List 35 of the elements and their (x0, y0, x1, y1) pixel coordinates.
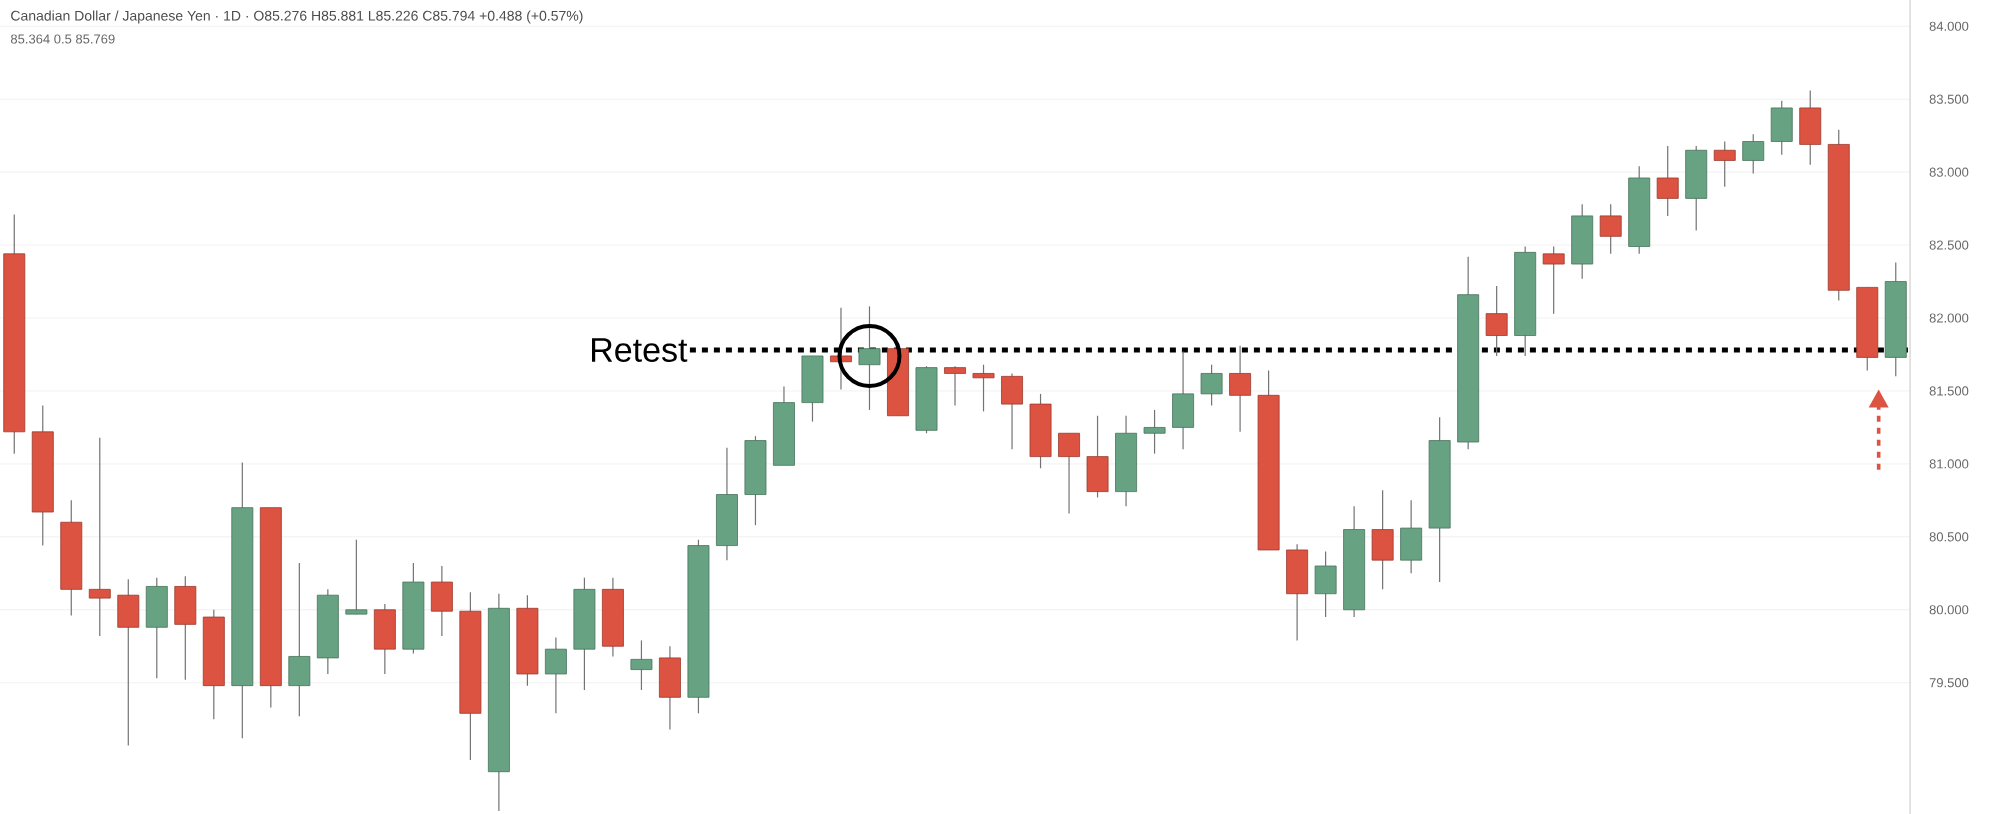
candlestick (658, 645, 681, 730)
candlestick (1229, 345, 1252, 433)
candlestick (944, 365, 966, 407)
candlestick (1400, 499, 1423, 574)
candlestick (972, 364, 995, 412)
candlestick (1086, 415, 1109, 499)
candlestick (430, 565, 453, 637)
candlestick (630, 639, 653, 691)
candlestick (1599, 203, 1622, 255)
candlestick (1001, 372, 1023, 450)
candlestick (1058, 432, 1080, 515)
candlestick (1286, 543, 1309, 642)
candlestick (145, 577, 168, 679)
candlestick (858, 305, 881, 411)
candlestick (1799, 89, 1822, 166)
candlestick (117, 578, 140, 747)
candlestick (1314, 550, 1337, 618)
candlestick (1371, 489, 1394, 590)
ref-line-label: Retest (592, 338, 688, 362)
candlestick (544, 636, 567, 714)
candlestick (1770, 100, 1793, 156)
candlestick (1713, 140, 1736, 188)
candlestick (1172, 350, 1195, 450)
candlestick (1656, 145, 1679, 217)
candlestick (1742, 133, 1765, 175)
candlestick (288, 562, 311, 717)
candlestick (1143, 409, 1166, 455)
candlestick (801, 355, 824, 423)
candlestick (345, 539, 368, 615)
candlestick (373, 603, 396, 675)
candlestick (1200, 364, 1223, 407)
candlestick (1485, 285, 1508, 357)
candlestick (88, 437, 111, 637)
candlestick (174, 575, 197, 681)
candlestick (1542, 245, 1565, 315)
